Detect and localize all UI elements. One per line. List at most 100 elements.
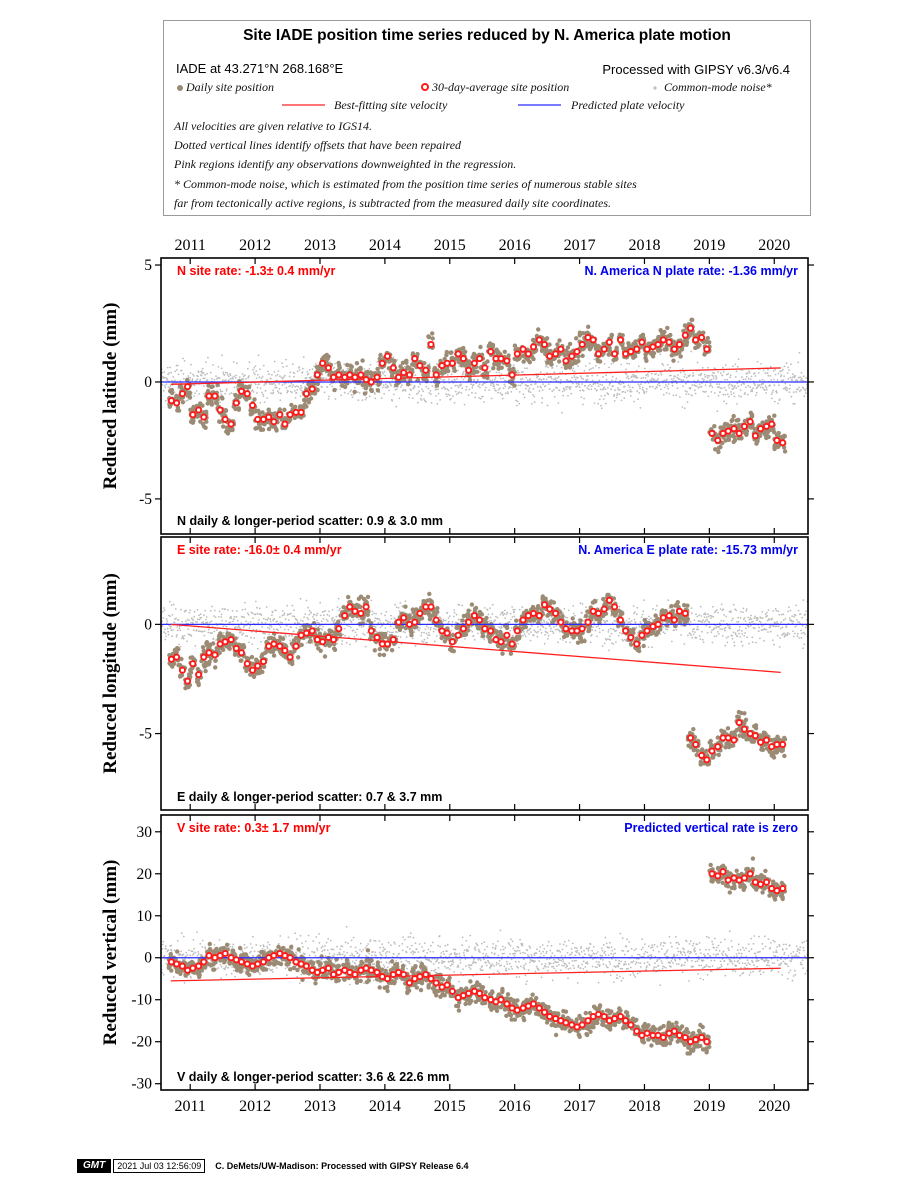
cmn-point [391,622,394,624]
cmn-point [499,377,502,380]
cmn-point [196,621,199,623]
cmn-point [268,373,270,375]
cmn-point [761,386,764,389]
note-line: * Common-mode noise, which is estimated … [174,177,637,191]
cmn-point [570,392,573,395]
cmn-point [637,365,640,368]
cmn-point [186,618,189,621]
daily-point [585,343,590,349]
cmn-point [246,635,249,637]
cmn-point [504,385,507,388]
daily-point [409,367,415,372]
cmn-point [489,616,492,619]
x-tick-label: 2015 [434,237,466,254]
cmn-point [273,371,276,373]
daily-point [210,384,215,389]
cmn-point [803,643,806,646]
cmn-point [593,402,596,404]
cmn-point [175,635,178,638]
cmn-point [776,379,779,381]
cmn-point [788,633,791,635]
cmn-point [364,398,367,401]
cmn-point [499,613,502,616]
cmn-point [521,377,524,380]
cmn-point [597,385,600,387]
cmn-point [682,385,684,388]
cmn-point [236,619,239,622]
cmn-point [581,612,583,614]
cmn-point [750,375,753,378]
cmn-point [699,620,701,623]
cmn-point [350,389,353,392]
cmn-point [651,377,653,380]
cmn-point [223,374,226,376]
cmn-point [445,393,447,395]
cmn-point [391,399,394,402]
cmn-point [422,390,425,393]
cmn-point [772,610,775,612]
cmn-point [398,397,401,400]
daily-point [236,406,242,411]
cmn-point [773,384,776,387]
daily-point [200,403,205,408]
cmn-point [753,627,756,630]
cmn-point [317,625,320,628]
cmn-point [648,615,650,618]
avg30-point [638,338,646,346]
cmn-point [271,373,273,376]
cmn-point [344,634,346,637]
cmn-point [384,627,387,629]
cmn-point [505,613,508,616]
avg30-point [665,338,673,346]
cmn-point [308,609,311,612]
cmn-point [747,625,750,628]
cmn-point [351,396,354,399]
avg30-point [248,401,257,409]
cmn-point [580,377,583,380]
cmn-point [454,390,457,393]
cmn-point [430,401,433,404]
daily-point [564,348,569,353]
cmn-point [636,606,639,609]
cmn-point [497,388,500,391]
cmn-point [475,382,478,384]
avg30-point [184,383,192,391]
cmn-point [647,646,650,648]
cmn-point [687,393,690,395]
cmn-point [509,612,512,615]
avg30-point [227,420,235,428]
cmn-point [184,620,187,623]
cmn-point [279,616,281,618]
cmn-point [733,386,736,389]
avg30-point [432,371,440,379]
daily-point [320,367,326,373]
cmn-point [601,645,604,647]
cmn-point [800,389,802,391]
cmn-point [633,618,636,621]
cmn-point [178,643,180,646]
cmn-point [203,614,205,617]
cmn-point [523,633,526,635]
cmn-point [653,379,656,381]
avg30-point [448,359,456,367]
cmn-point [220,616,223,618]
daily-point [762,431,767,436]
cmn-point [783,632,785,635]
cmn-point [188,611,191,614]
cmn-point [786,632,789,634]
cmn-point [260,621,263,624]
cmn-point [512,364,515,366]
cmn-point [748,370,750,372]
cmn-point [215,629,218,631]
legend-cmn-marker [653,86,657,90]
cmn-point [233,375,236,378]
cmn-point [291,635,293,637]
cmn-point [632,373,635,376]
daily-point [336,360,341,366]
cmn-point [329,383,332,386]
cmn-point [591,379,594,382]
daily-point [415,377,421,383]
cmn-point [189,376,192,379]
cmn-point [300,619,302,622]
cmn-point [742,611,744,614]
